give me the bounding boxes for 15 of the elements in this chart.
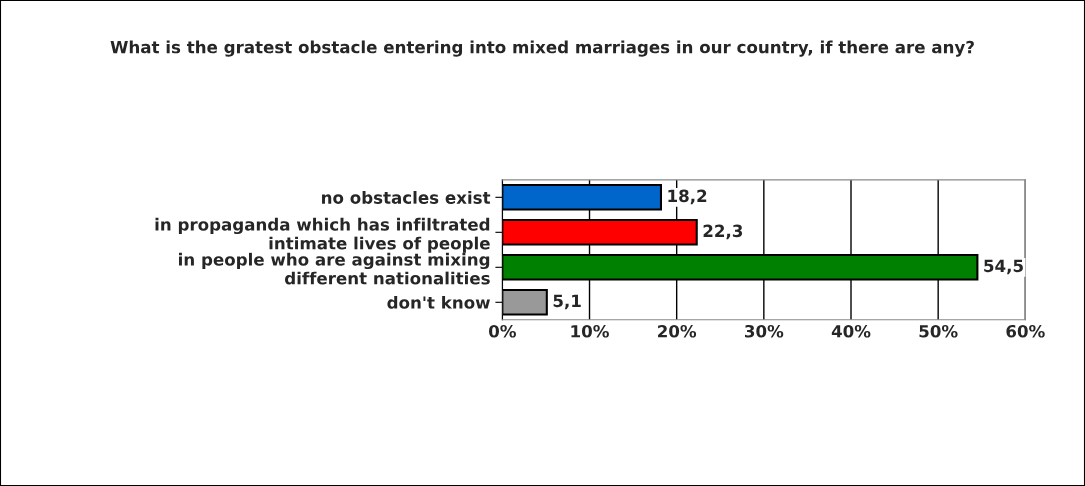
y-tick-label: no obstacles exist: [322, 190, 491, 204]
chart-title: What is the gratest obstacle entering into mixed marriages in our country, if there are any?: [110, 40, 974, 57]
data-label: 22,3: [703, 224, 743, 240]
x-tick-label: 40%: [831, 324, 871, 338]
y-tick-label: don't know: [387, 295, 490, 309]
x-tick-label: 50%: [919, 324, 958, 338]
data-label: 5,1: [553, 294, 581, 310]
x-tick-label: 60%: [1006, 324, 1045, 338]
x-tick-label: 10%: [571, 324, 609, 338]
data-label: 54,5: [984, 259, 1023, 275]
x-tick-label: 20%: [658, 324, 697, 338]
y-tick-label: in people who are against mixing different nationalities: [179, 252, 490, 285]
data-label: 18,2: [668, 189, 707, 205]
x-tick-label: 0%: [489, 324, 516, 338]
x-tick-label: 30%: [745, 324, 784, 338]
